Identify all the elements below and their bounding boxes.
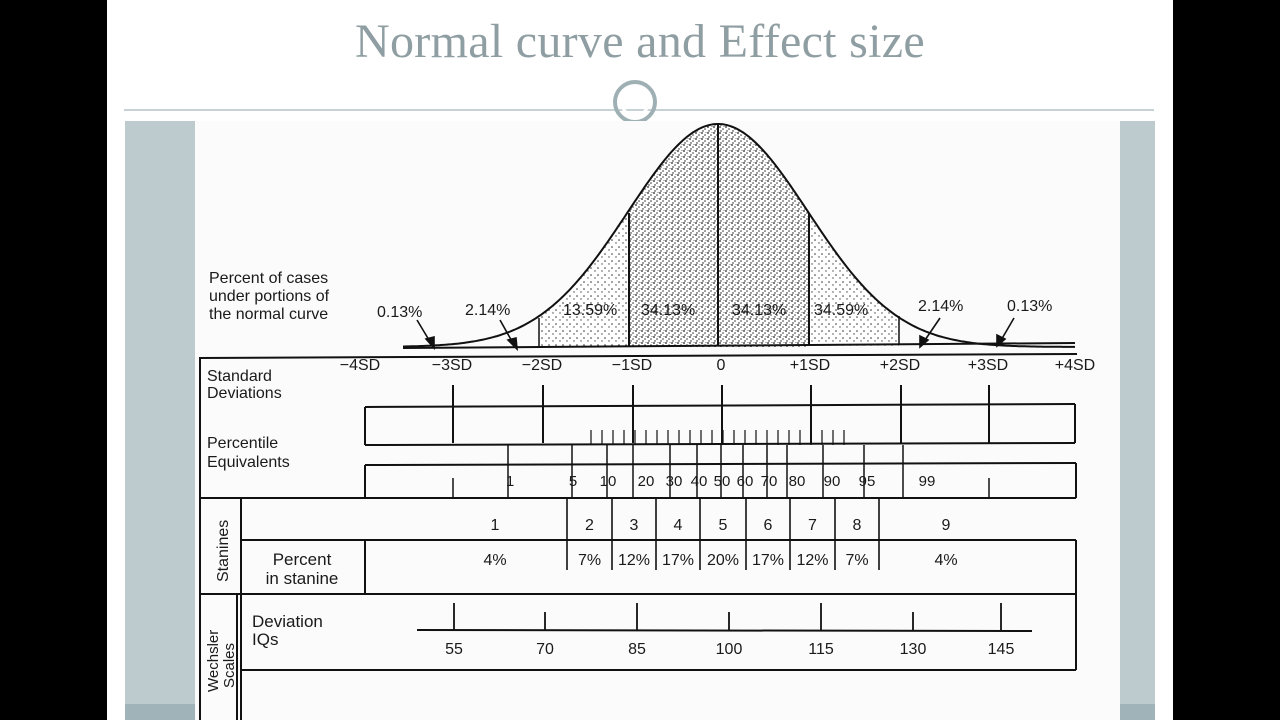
sd-tick-label: 0 (717, 357, 726, 374)
stanine-percent: 12% (796, 552, 828, 569)
bell-curve (402, 123, 1076, 349)
sd-tick-label: +4SD (1055, 357, 1095, 374)
percentile-value: 10 (600, 473, 617, 490)
sd-tick-label: −3SD (432, 357, 472, 374)
stanine-number: 1 (491, 517, 500, 534)
percentile-label-line1: Percentile (207, 435, 278, 452)
iq-value: 145 (988, 641, 1015, 658)
iq-value: 100 (716, 641, 743, 658)
iq-value: 130 (900, 641, 927, 658)
stanine-number: 9 (942, 517, 951, 534)
percentile-value: 90 (824, 473, 841, 490)
sd-tick-label: +2SD (880, 357, 920, 374)
stanine-percent: 12% (618, 552, 650, 569)
area-percent: 0.13% (1007, 298, 1052, 315)
percent-arrows (416, 317, 1015, 352)
percentile-value: 60 (737, 473, 754, 490)
sd-tick-label: −1SD (612, 357, 652, 374)
stanine-percent: 17% (752, 552, 784, 569)
sd-tick-label: +3SD (968, 357, 1008, 374)
stanine-number: 2 (585, 517, 594, 534)
stanine-percent-label-line2: in stanine (266, 569, 339, 588)
iq-value: 85 (628, 641, 646, 658)
curve-label-line2: under portions of (209, 288, 330, 305)
percentile-value: 40 (691, 473, 708, 490)
sd-tick-label: −2SD (522, 357, 562, 374)
percentile-value: 99 (919, 473, 936, 490)
iq-value: 115 (808, 641, 834, 658)
stanine-percent: 20% (707, 552, 739, 569)
stanine-number: 5 (719, 517, 728, 534)
percentile-value: 5 (569, 473, 577, 490)
curve-line (403, 123, 1075, 348)
slide: Normal curve and Effect size (107, 0, 1173, 720)
divider-ring-inner (620, 87, 650, 117)
stanine-number: 4 (674, 517, 683, 534)
iq-value: 70 (536, 641, 554, 658)
slide-title: Normal curve and Effect size (355, 15, 925, 68)
percentile-label-line2: Equivalents (207, 454, 290, 471)
area-percent: 13.59% (563, 302, 617, 319)
iq-marks: 55 70 85 100 115 130 145 (445, 603, 1014, 658)
stanine-number: 6 (764, 517, 773, 534)
iq-label-line1: Deviation (252, 612, 323, 631)
stanine-percent: 4% (483, 552, 506, 569)
left-side-band (125, 121, 195, 720)
right-side-band (1120, 121, 1155, 720)
normal-curve-diagram: Percent of cases under portions of the n… (198, 123, 1095, 720)
sd-tick-labels: −4SD −3SD −2SD −1SD 0 +1SD +2SD +3SD +4SD (340, 357, 1095, 443)
wechsler-label-line1: Wechsler (205, 630, 222, 692)
stanine-percent: 7% (845, 552, 868, 569)
percentile-value: 50 (714, 473, 731, 490)
sd-tick-label: +1SD (790, 357, 830, 374)
area-percent: 2.14% (465, 302, 510, 319)
area-percent: 2.14% (918, 298, 963, 315)
sd-tick-label: −4SD (340, 357, 380, 374)
percentile-marks: 1 5 10 20 30 40 50 60 70 80 90 95 99 (364, 430, 990, 498)
curve-label-line3: the normal curve (209, 306, 328, 323)
stanine-percent: 17% (662, 552, 694, 569)
area-percent: 34.13% (732, 302, 786, 319)
area-percent-labels: 0.13% 2.14% 13.59% 34.13% 34.13% 34.59% … (377, 298, 1052, 321)
percentile-value: 1 (506, 473, 514, 490)
stanine-number: 8 (853, 517, 862, 534)
scales-table (198, 353, 1078, 720)
area-percent: 0.13% (377, 304, 422, 321)
curve-label-line1: Percent of cases (209, 270, 328, 287)
stanine-columns: 1 4% 2 7% 3 12% 4 17% 5 20% 6 17% 7 12% 8 7% 9 4% (483, 498, 958, 570)
area-percent: 34.13% (641, 302, 695, 319)
stanine-percent: 7% (578, 552, 601, 569)
iq-value: 55 (445, 641, 463, 658)
percentile-value: 30 (666, 473, 683, 490)
stanine-percent-label-line1: Percent (273, 550, 332, 569)
area-percent: 34.59% (814, 302, 868, 319)
stanine-number: 3 (630, 517, 639, 534)
iq-label-line2: IQs (252, 630, 278, 649)
sd-label-line1: Standard (207, 368, 272, 385)
wechsler-label-line2: Scales (221, 643, 238, 688)
percentile-value: 95 (859, 473, 876, 490)
stanine-percent: 4% (934, 552, 957, 569)
percentile-value: 70 (761, 473, 778, 490)
sd-label-line2: Deviations (207, 385, 282, 402)
percentile-value: 20 (638, 473, 655, 490)
stanines-label: Stanines (215, 520, 232, 582)
stanine-number: 7 (808, 517, 817, 534)
percentile-value: 80 (789, 473, 806, 490)
